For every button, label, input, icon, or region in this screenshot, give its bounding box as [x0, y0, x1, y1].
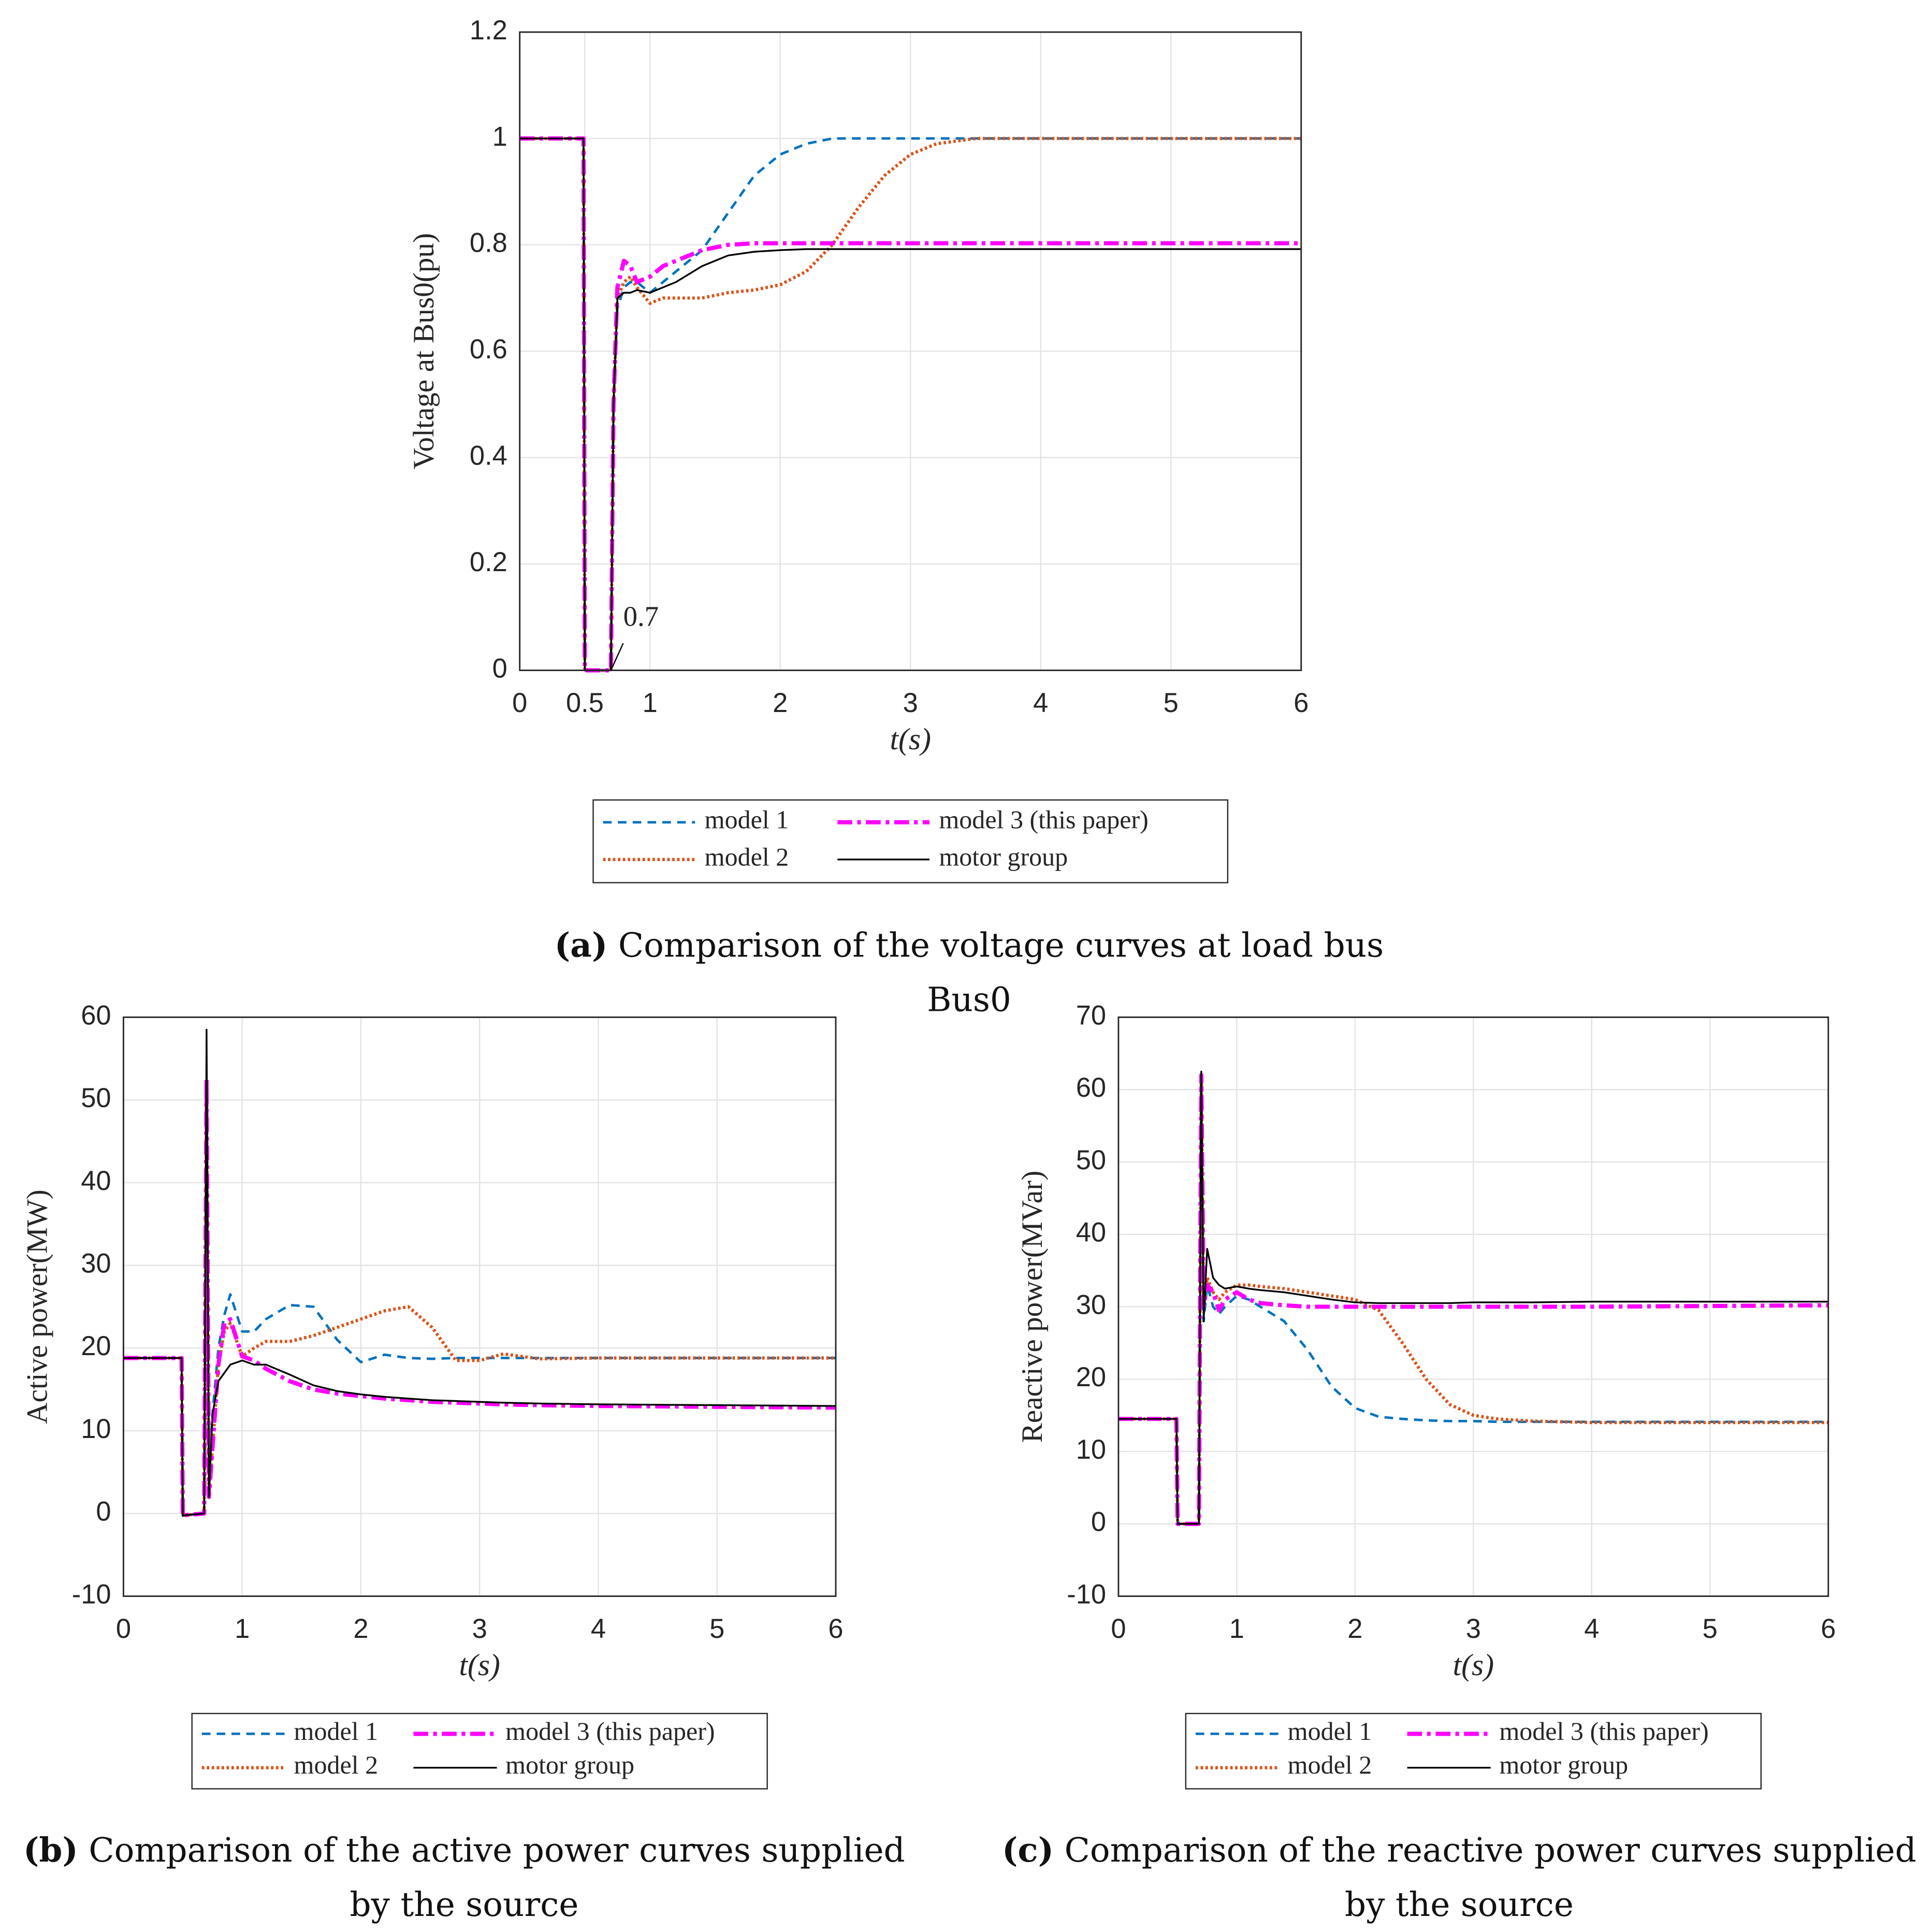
- x-tick-label: 3: [1466, 1614, 1481, 1644]
- y-tick-label: 40: [81, 1166, 111, 1196]
- y-tick-label: 1.2: [470, 16, 507, 46]
- legend-label: model 2: [1288, 1750, 1372, 1779]
- caption: (b) Comparison of the active power curve…: [0, 1825, 928, 1932]
- x-tick-label: 6: [1294, 688, 1309, 718]
- x-tick-label: 2: [353, 1614, 368, 1644]
- x-tick-label: 0: [116, 1614, 131, 1644]
- y-tick-label: 50: [81, 1083, 111, 1113]
- legend-box: [592, 799, 1229, 883]
- y-tick-label: 1: [492, 122, 507, 152]
- legend-label: motor group: [1499, 1750, 1628, 1779]
- x-tick-label: 4: [1584, 1614, 1599, 1644]
- y-tick-label: -10: [72, 1579, 111, 1609]
- x-tick-label: 3: [903, 688, 918, 718]
- x-tick-label: 3: [472, 1614, 487, 1644]
- y-tick-label: 40: [1076, 1218, 1106, 1248]
- x-axis-label: t(s): [890, 722, 931, 756]
- x-tick-label: 1: [235, 1614, 250, 1644]
- caption-body: Comparison of the reactive power curves …: [1064, 1832, 1916, 1925]
- x-tick-label: 1: [1229, 1614, 1244, 1644]
- data-line: [519, 136, 1301, 673]
- axes-box: [122, 1016, 837, 1597]
- y-tick-label: 0.4: [470, 441, 507, 471]
- axes-box: [1117, 1016, 1829, 1597]
- caption-label: (b): [23, 1832, 78, 1870]
- caption: (c) Comparison of the reactive power cur…: [995, 1825, 1924, 1932]
- x-tick-label: 4: [1033, 688, 1048, 718]
- y-tick-label: 0.8: [470, 228, 507, 258]
- legend-label: model 1: [1288, 1717, 1372, 1746]
- x-tick-label: 0.5: [566, 688, 604, 718]
- x-tick-label: 4: [591, 1614, 606, 1644]
- caption-text: (a) Comparison of the voltage curves at …: [518, 920, 1419, 1028]
- y-tick-label: 0: [96, 1497, 111, 1527]
- y-tick-label: 60: [81, 1000, 111, 1030]
- y-axis-label: Active power(MW): [21, 1189, 54, 1424]
- x-tick-label: 5: [1703, 1614, 1718, 1644]
- caption-text: (c) Comparison of the reactive power cur…: [995, 1825, 1924, 1932]
- annotation-label: 0.7: [623, 601, 659, 632]
- x-tick-label: 5: [1164, 688, 1179, 718]
- x-tick-label: 6: [828, 1614, 843, 1644]
- legend-label: model 3 (this paper): [505, 1717, 715, 1746]
- legend-label: model 1: [705, 805, 789, 834]
- y-tick-label: 0: [1091, 1507, 1106, 1537]
- caption: (a) Comparison of the voltage curves at …: [518, 920, 1419, 1028]
- legend-label: model 2: [294, 1750, 379, 1779]
- y-tick-label: 10: [1076, 1435, 1106, 1465]
- caption-label: (a): [554, 927, 608, 966]
- x-tick-label: 0: [512, 688, 527, 718]
- y-axis-label: Voltage at Bus0(pu): [408, 233, 440, 470]
- y-tick-label: -10: [1067, 1579, 1106, 1609]
- y-tick-label: 0.6: [470, 335, 507, 365]
- y-tick-label: 0: [492, 653, 507, 684]
- y-tick-label: 50: [1076, 1145, 1106, 1175]
- caption-body: Comparison of the active power curves su…: [89, 1832, 905, 1925]
- data-line: [123, 1028, 836, 1517]
- x-tick-label: 5: [709, 1614, 724, 1644]
- legend-label: model 3 (this paper): [939, 805, 1148, 834]
- y-tick-label: 20: [1076, 1362, 1106, 1392]
- legend-label: model 1: [294, 1717, 379, 1746]
- y-tick-label: 0.2: [470, 547, 507, 577]
- legend-label: model 2: [705, 842, 789, 871]
- data-line: [519, 137, 1301, 672]
- caption-body: Comparison of the voltage curves at load…: [618, 927, 1384, 1020]
- y-tick-label: 10: [81, 1414, 111, 1444]
- legend-box: [1185, 1712, 1762, 1790]
- y-tick-label: 30: [81, 1248, 111, 1279]
- data-line: [1118, 1070, 1828, 1525]
- y-axis-label: Reactive power(MVar): [1016, 1171, 1049, 1443]
- x-tick-label: 2: [1347, 1614, 1362, 1644]
- annotation-arrow: [610, 643, 624, 671]
- y-tick-label: 20: [81, 1331, 111, 1361]
- data-line: [519, 137, 1301, 672]
- caption-text: (b) Comparison of the active power curve…: [0, 1825, 928, 1932]
- x-tick-label: 6: [1821, 1614, 1836, 1644]
- caption-label: (c): [1001, 1832, 1054, 1870]
- y-tick-label: 70: [1076, 1000, 1106, 1030]
- x-tick-label: 0: [1111, 1614, 1126, 1644]
- legend-label: motor group: [505, 1750, 634, 1779]
- legend-label: model 3 (this paper): [1499, 1717, 1708, 1746]
- x-tick-label: 2: [773, 688, 788, 718]
- y-tick-label: 60: [1076, 1073, 1106, 1103]
- legend-box: [191, 1712, 768, 1790]
- x-axis-label: t(s): [459, 1648, 500, 1682]
- x-axis-label: t(s): [1453, 1648, 1494, 1682]
- axes-box: [519, 31, 1302, 671]
- data-line: [123, 1082, 836, 1518]
- y-tick-label: 30: [1076, 1290, 1106, 1320]
- x-tick-label: 1: [643, 688, 658, 718]
- legend-label: motor group: [939, 842, 1068, 871]
